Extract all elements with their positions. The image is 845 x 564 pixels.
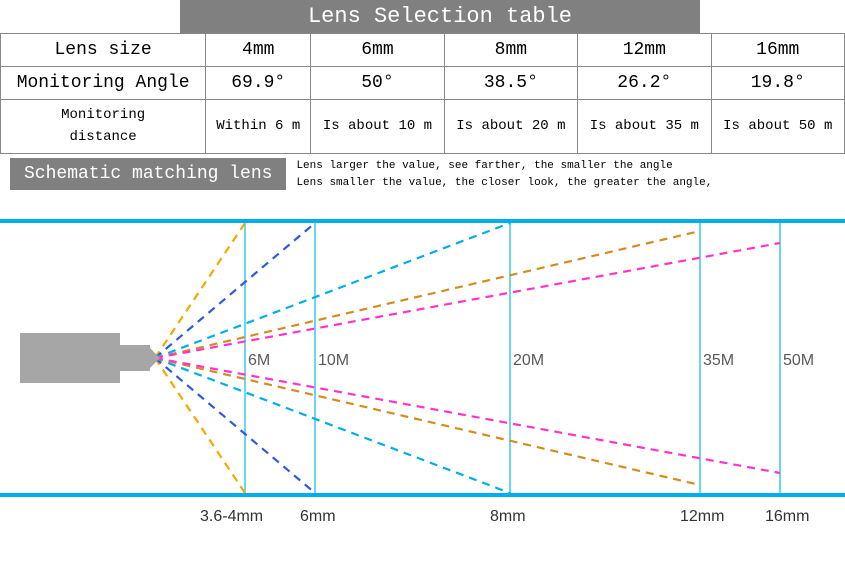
note-line-2: Lens smaller the value, the closer look,…: [296, 175, 712, 193]
svg-text:10M: 10M: [318, 352, 349, 369]
svg-text:20M: 20M: [513, 352, 544, 369]
title-text: Lens Selection table: [308, 4, 572, 29]
cell: Is about 35 m: [578, 100, 711, 154]
svg-text:50M: 50M: [783, 352, 814, 369]
cell: Is about 20 m: [444, 100, 577, 154]
table-row-header: Lens size 4mm 6mm 8mm 12mm 16mm: [1, 34, 845, 67]
svg-text:8mm: 8mm: [490, 508, 526, 525]
row-header-distance-l1: Monitoring: [61, 107, 145, 123]
cell: Is about 50 m: [711, 100, 844, 154]
svg-text:6M: 6M: [248, 352, 270, 369]
cell: 50°: [311, 67, 444, 100]
cell: 19.8°: [711, 67, 844, 100]
col-header: 8mm: [444, 34, 577, 67]
table-row-distance: Monitoring distance Within 6 m Is about …: [1, 100, 845, 154]
cell: 69.9°: [206, 67, 311, 100]
col-header: 16mm: [711, 34, 844, 67]
svg-text:16mm: 16mm: [765, 508, 809, 525]
col-header: Lens size: [1, 34, 206, 67]
lens-diagram: 6M 10M 20M 35M 50M 3.6-4mm 6mm 8mm 12mm 16mm: [0, 193, 845, 543]
note-line-1: Lens larger the value, see farther, the …: [296, 158, 712, 176]
cell: Is about 10 m: [311, 100, 444, 154]
svg-text:3.6-4mm: 3.6-4mm: [200, 508, 263, 525]
col-header: 12mm: [578, 34, 711, 67]
row-header-distance: Monitoring distance: [1, 100, 206, 154]
sub-bar-title: Schematic matching lens: [10, 158, 286, 190]
cell: Within 6 m: [206, 100, 311, 154]
sub-bar: Schematic matching lens Lens larger the …: [0, 158, 845, 193]
svg-text:12mm: 12mm: [680, 508, 724, 525]
table-row-angle: Monitoring Angle 69.9° 50° 38.5° 26.2° 1…: [1, 67, 845, 100]
diagram-svg: 6M 10M 20M 35M 50M 3.6-4mm 6mm 8mm 12mm 16mm: [0, 193, 845, 543]
lens-table: Lens size 4mm 6mm 8mm 12mm 16mm Monitori…: [0, 33, 845, 154]
svg-text:6mm: 6mm: [300, 508, 336, 525]
row-header-distance-l2: distance: [70, 129, 137, 145]
cell: 38.5°: [444, 67, 577, 100]
title-bar: Lens Selection table: [180, 0, 700, 33]
sub-bar-notes: Lens larger the value, see farther, the …: [286, 158, 712, 193]
svg-text:35M: 35M: [703, 352, 734, 369]
col-header: 4mm: [206, 34, 311, 67]
row-header-angle: Monitoring Angle: [1, 67, 206, 100]
col-header: 6mm: [311, 34, 444, 67]
cell: 26.2°: [578, 67, 711, 100]
